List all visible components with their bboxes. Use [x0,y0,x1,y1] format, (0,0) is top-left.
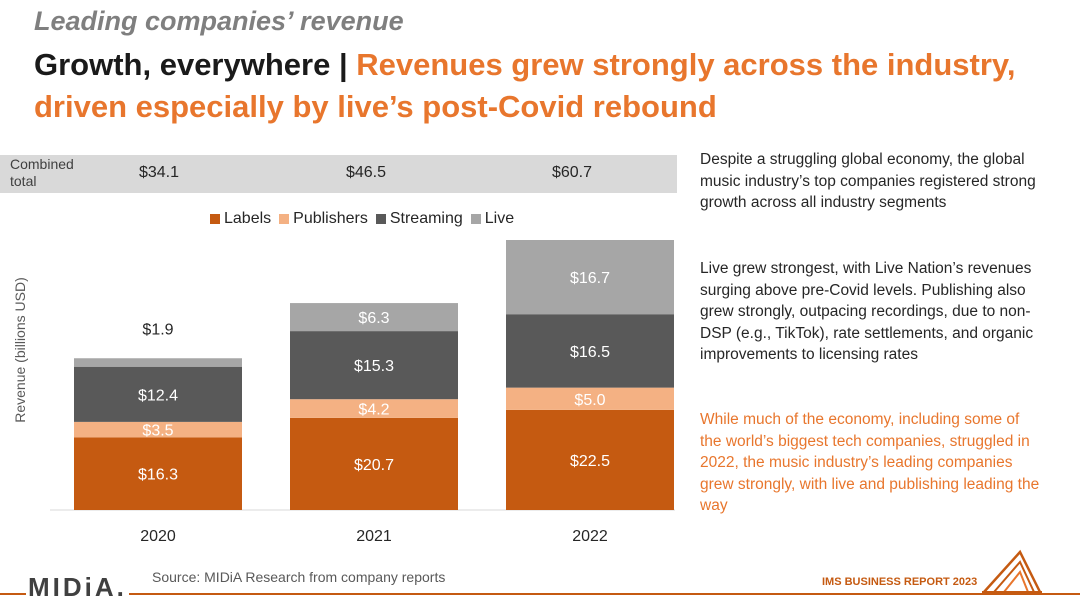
footer-rule [0,593,1080,595]
x-tick-label-2022: 2022 [572,528,608,545]
side-paragraph-2: Live grew strongest, with Live Nation’s … [700,260,1034,363]
data-label-publishers-2022: $5.0 [574,392,605,409]
legend-swatch-live [470,214,481,224]
data-label-labels-2020: $16.3 [138,467,178,484]
legend-swatch-streaming [375,214,386,224]
source-note: Source: MIDiA Research from company repo… [152,569,446,585]
stacked-bar-chart: $16.3 $3.5 $12.4 $1.9 2020 $20.7 $4.2 $15.3 $6.3… [50,240,675,545]
data-label-publishers-2021: $4.2 [358,402,389,419]
data-label-labels-2021: $20.7 [354,457,394,474]
data-label-publishers-2020: $3.5 [142,423,173,440]
data-label-live-2020: $1.9 [142,321,173,338]
headline-accent: Revenues grew strongly across the indust… [34,47,1016,124]
legend-swatch-labels [210,214,220,224]
data-label-labels-2022: $22.5 [570,453,610,470]
x-tick-label-2020: 2020 [140,528,176,545]
combined-total-2020: $34.1 [138,164,180,181]
bar-publishers-2021 [290,399,458,418]
legend-item-labels: Labels [210,210,271,228]
bar-labels-2021 [290,417,458,510]
combined-total-label: Combined total [10,156,74,189]
legend-label-publishers: Publishers [293,210,368,227]
legend-label-labels: Labels [224,210,272,227]
bar-streaming-2021 [290,331,458,400]
legend-swatch-publishers [279,214,290,224]
bar-streaming-2022 [506,314,674,388]
bar-live-2022 [506,240,674,315]
combined-total-band: Combined total $34.1 $46.5 $60.7 [0,155,677,193]
combined-total-2021: $46.5 [345,164,387,181]
legend-label-live: Live [484,210,515,227]
legend-item-publishers: Publishers [279,210,368,228]
bar-live-2021 [290,303,458,332]
headline-lead: Growth, everywhere | [34,47,357,82]
data-label-live-2021: $6.3 [358,310,389,327]
bar-labels-2020 [74,437,242,510]
combined-total-2022: $60.7 [551,164,593,181]
data-label-streaming-2020: $12.4 [138,387,178,404]
legend-item-live: Live [470,210,515,228]
x-tick-label-2021: 2021 [356,528,392,545]
bar-live-2020 [74,358,242,367]
data-label-streaming-2021: $15.3 [354,358,394,375]
bar-publishers-2020 [74,421,242,438]
data-label-live-2022: $16.7 [570,270,610,287]
midia-logo: MIDiA. [26,572,129,603]
kicker-title: Leading companies’ revenue [34,6,404,36]
legend-label-streaming: Streaming [389,210,463,227]
data-label-streaming-2022: $16.5 [570,344,610,361]
report-title: IMS BUSINESS REPORT 2023 [822,576,978,588]
chart-legend: Labels Publishers Streaming Live [210,210,514,228]
side-paragraph-1: Despite a struggling global economy, the… [700,151,1036,211]
bar-publishers-2022 [506,387,674,410]
bar-labels-2022 [506,409,674,510]
legend-item-streaming: Streaming [375,210,463,228]
side-paragraph-3: While much of the economy, including som… [700,411,1040,514]
headline: Growth, everywhere | Revenues grew stron… [34,44,1044,128]
bar-streaming-2020 [74,366,242,422]
report-logo-mark-icon [982,549,1042,593]
